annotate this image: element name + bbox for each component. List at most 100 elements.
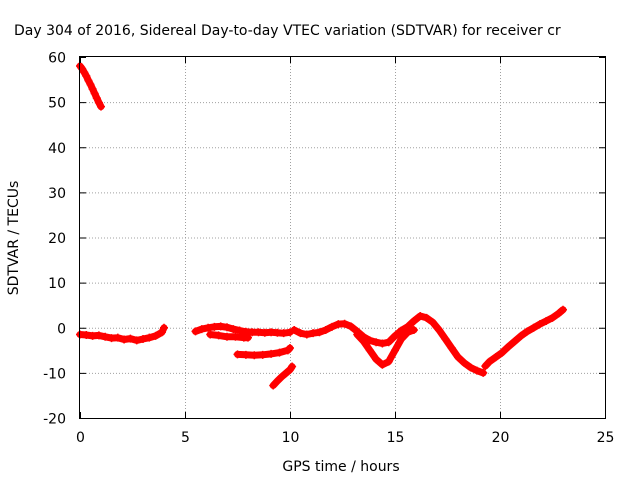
x-tick-label: 15: [387, 430, 405, 446]
x-axis-label: GPS time / hours: [282, 459, 399, 475]
y-tick-label: 30: [48, 186, 66, 202]
data-point: [223, 332, 231, 341]
data-point: [157, 328, 166, 337]
data-point: [139, 335, 147, 344]
data-point: [479, 368, 488, 377]
data-point: [94, 331, 103, 340]
data-point: [309, 329, 318, 338]
data-point: [416, 312, 425, 321]
y-tick-label: -20: [43, 412, 66, 428]
y-tick-label: 10: [48, 276, 66, 292]
x-tick-label: 25: [597, 430, 615, 446]
data-point: [441, 335, 450, 344]
data-point: [206, 330, 215, 339]
x-tick-label: 20: [492, 430, 510, 446]
data-point: [235, 326, 244, 335]
data-point: [241, 350, 250, 359]
data-point: [460, 358, 469, 367]
y-tick-label: 50: [48, 96, 66, 112]
data-point: [88, 85, 97, 94]
data-point: [523, 327, 532, 336]
data-point: [279, 329, 288, 338]
data-point: [151, 331, 160, 340]
data-point: [92, 94, 101, 103]
data-point: [233, 350, 242, 359]
data-point: [559, 305, 567, 314]
data-point: [491, 353, 500, 362]
data-point: [409, 316, 418, 325]
data-point: [340, 319, 349, 328]
data-point: [403, 328, 412, 337]
data-point: [554, 309, 563, 318]
y-tick-label: 0: [57, 321, 66, 337]
plot-border: [79, 56, 606, 419]
data-point: [101, 332, 110, 341]
data-point: [384, 338, 393, 347]
data-point: [428, 318, 437, 327]
data-point: [397, 335, 406, 344]
data-point: [82, 330, 91, 339]
data-point: [273, 376, 282, 385]
data-point: [302, 330, 311, 339]
data-point: [223, 323, 231, 332]
data-point: [286, 344, 294, 353]
data-point: [359, 337, 368, 346]
data-point: [277, 372, 286, 381]
data-point: [160, 323, 168, 332]
data-point: [397, 326, 406, 335]
data-point: [94, 98, 103, 107]
data-point: [204, 323, 213, 332]
data-point: [126, 334, 135, 343]
axis-ticks: 0 5 10 15 20 25 -20 -10 0 10 20 30 40 50 60: [43, 51, 614, 447]
data-point: [244, 333, 252, 342]
data-point: [409, 326, 418, 335]
data-point: [197, 325, 206, 334]
data-point: [258, 350, 267, 359]
data-point: [229, 325, 238, 334]
x-tick-label: 10: [282, 430, 300, 446]
data-point: [548, 313, 557, 322]
data-point: [529, 323, 538, 332]
data-point: [391, 331, 399, 340]
data-point: [517, 331, 525, 340]
data-point: [472, 366, 481, 375]
y-axis-label: SDTVAR / TECUs: [6, 181, 22, 296]
data-point: [353, 330, 362, 339]
x-tick-label: 5: [181, 430, 190, 446]
data-point: [378, 339, 387, 348]
data-point: [454, 353, 462, 362]
data-point: [97, 102, 105, 111]
y-tick-label: -10: [43, 366, 66, 382]
data-point: [435, 326, 444, 335]
data-point: [384, 357, 393, 366]
data-point: [86, 80, 95, 89]
data-point: [365, 336, 374, 345]
data-point: [447, 344, 456, 353]
data-point: [542, 316, 551, 325]
data-point: [214, 331, 223, 340]
data-point: [378, 360, 387, 369]
data-point: [145, 333, 154, 342]
data-point: [82, 71, 91, 80]
y-tick-label: 20: [48, 231, 66, 247]
data-point: [288, 362, 297, 371]
y-tick-label: 60: [48, 51, 66, 67]
data-point: [113, 333, 122, 342]
y-tick-label: 40: [48, 141, 66, 157]
data-point: [191, 327, 200, 336]
data-point: [372, 338, 381, 347]
data-point: [365, 346, 374, 355]
x-tick-label: 0: [76, 430, 85, 446]
data-point: [90, 89, 99, 98]
data-point: [535, 320, 544, 329]
data-point: [84, 76, 93, 85]
data-point: [231, 332, 240, 341]
data-point: [485, 357, 494, 366]
data-point: [315, 328, 324, 337]
data-point: [498, 348, 507, 357]
data-point: [328, 322, 336, 331]
data-point: [372, 355, 381, 364]
grid: [80, 57, 605, 418]
series-7-trace: [353, 326, 418, 369]
